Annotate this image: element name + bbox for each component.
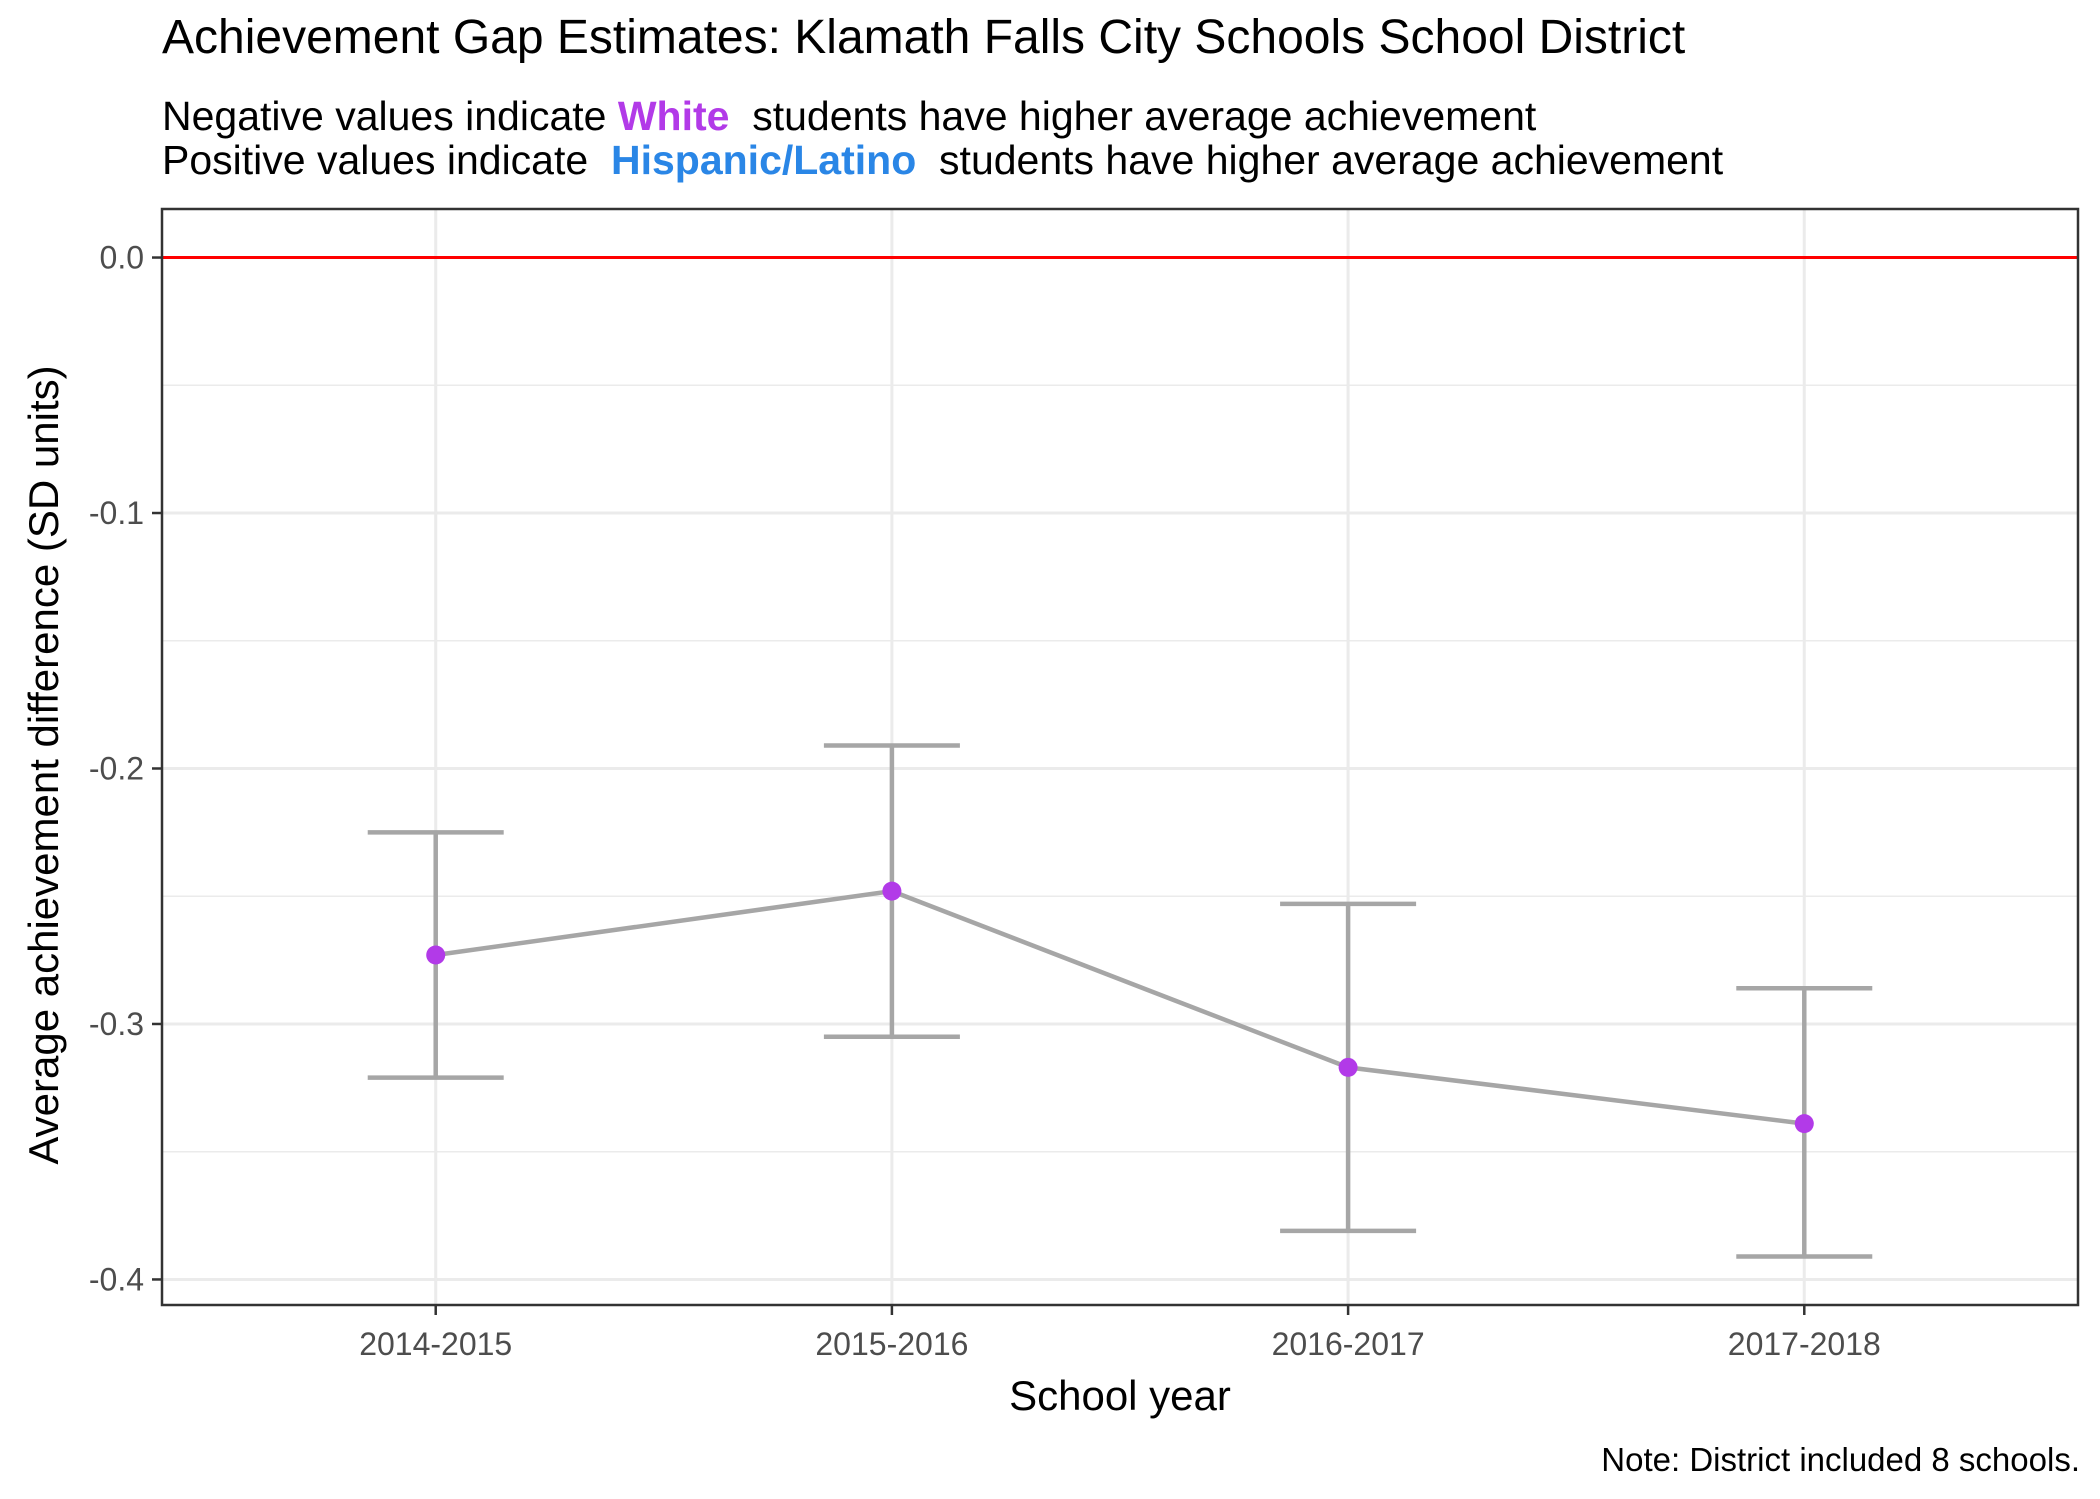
x-tick-label: 2017-2018 <box>1728 1326 1881 1362</box>
y-axis-ticks: 0.0 -0.1 -0.2 -0.3 -0.4 <box>89 240 162 1297</box>
x-tick-label: 2014-2015 <box>359 1326 512 1362</box>
data-point <box>426 945 446 965</box>
y-axis-label: Average achievement difference (SD units… <box>20 365 67 1164</box>
subtitle-line-2: Positive values indicate Hispanic/Latino… <box>162 140 1723 181</box>
x-axis-label: School year <box>1009 1372 1231 1419</box>
minor-gridlines <box>162 384 2078 1153</box>
x-tick-label: 2016-2017 <box>1272 1326 1425 1362</box>
chart-title: Achievement Gap Estimates: Klamath Falls… <box>162 11 1686 64</box>
series-line <box>435 888 1805 1126</box>
subtitle-hispanic-group: Hispanic/Latino <box>610 137 917 183</box>
footnote: Note: District included 8 schools. <box>1601 1441 2080 1478</box>
y-tick-label: -0.3 <box>89 1006 144 1042</box>
subtitle-2-prefix: Positive values indicate <box>162 137 589 183</box>
data-point <box>1338 1057 1358 1077</box>
major-gridlines <box>162 209 2078 1305</box>
subtitle-white-group: White <box>617 93 730 139</box>
x-axis-ticks: 2014-2015 2015-2016 2016-2017 2017-2018 <box>359 1305 1881 1362</box>
subtitle-line-1: Negative values indicate White students … <box>162 96 1536 137</box>
y-tick-label: -0.2 <box>89 750 144 786</box>
y-tick-label: 0.0 <box>100 240 144 276</box>
error-bars <box>367 743 1873 1259</box>
subtitle-2-suffix: students have higher average achievement <box>939 137 1724 183</box>
data-series <box>426 881 1814 1134</box>
x-tick-label: 2015-2016 <box>815 1326 968 1362</box>
subtitle-1-prefix: Negative values indicate <box>162 93 607 139</box>
data-point <box>1794 1114 1814 1134</box>
plot-border <box>160 207 2080 1307</box>
y-tick-label: -0.1 <box>89 495 144 531</box>
y-tick-label: -0.4 <box>89 1261 144 1297</box>
data-point <box>882 881 902 901</box>
plot-frame <box>160 207 2080 1307</box>
subtitle-1-suffix: students have higher average achievement <box>752 93 1537 139</box>
